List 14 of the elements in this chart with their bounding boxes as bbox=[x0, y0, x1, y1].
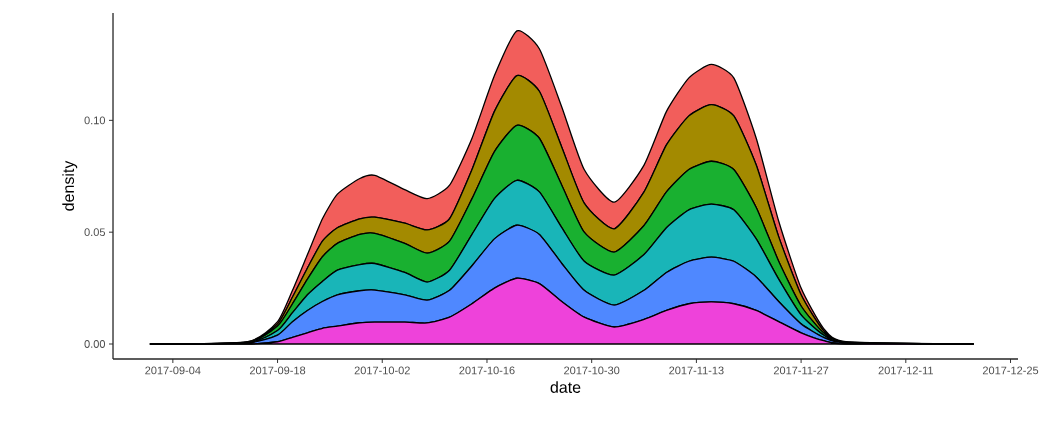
y-tick-label: 0.00 bbox=[84, 340, 106, 348]
x-tick-label: 2017-12-11 bbox=[878, 366, 933, 375]
x-tick-label: 2017-11-27 bbox=[773, 366, 829, 375]
x-tick-label: 2017-12-25 bbox=[982, 366, 1039, 375]
y-tick-label: 0.05 bbox=[84, 228, 106, 237]
x-tick-label: 2017-10-30 bbox=[564, 366, 620, 375]
x-tick-label: 2017-09-04 bbox=[145, 366, 201, 375]
x-axis-title: date bbox=[550, 381, 581, 393]
x-tick-label: 2017-09-18 bbox=[249, 366, 306, 375]
x-tick-label: 2017-10-16 bbox=[459, 366, 515, 375]
x-tick-label: 2017-11-13 bbox=[669, 366, 724, 375]
y-axis-title: density bbox=[62, 160, 78, 211]
x-tick-label: 2017-10-02 bbox=[354, 366, 410, 375]
y-tick-label: 0.10 bbox=[84, 116, 106, 125]
